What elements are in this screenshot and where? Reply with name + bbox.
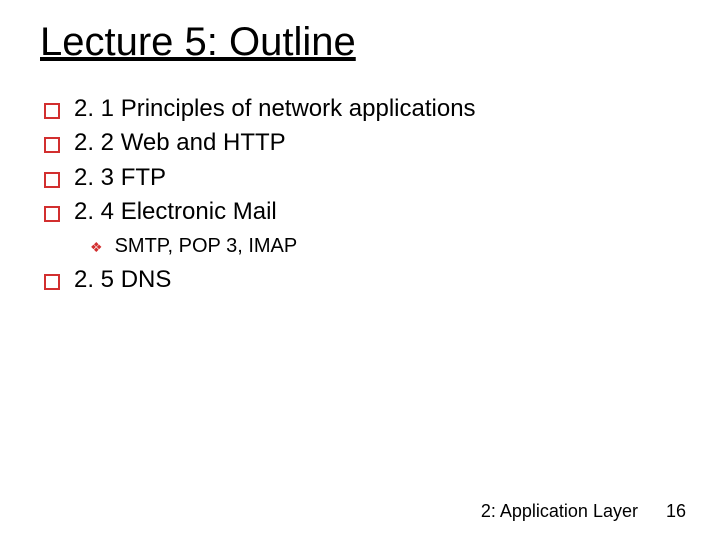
list-item-label: 2. 4 Electronic Mail	[74, 196, 277, 228]
page-title: Lecture 5: Outline	[40, 20, 680, 65]
square-bullet-icon	[44, 172, 60, 188]
sub-list-item-label: SMTP, POP 3, IMAP	[115, 233, 298, 260]
square-bullet-icon	[44, 206, 60, 222]
sub-list-item: ❖ SMTP, POP 3, IMAP	[90, 233, 680, 260]
list-item-label: 2. 2 Web and HTTP	[74, 127, 286, 159]
slide: Lecture 5: Outline 2. 1 Principles of ne…	[0, 0, 720, 540]
square-bullet-icon	[44, 137, 60, 153]
slide-footer: 2: Application Layer 16	[481, 501, 686, 522]
footer-chapter: 2: Application Layer	[481, 501, 638, 522]
square-bullet-icon	[44, 103, 60, 119]
list-item: 2. 5 DNS	[44, 264, 680, 296]
list-item: 2. 2 Web and HTTP	[44, 127, 680, 159]
outline-list: 2. 1 Principles of network applications …	[44, 93, 680, 296]
list-item: 2. 4 Electronic Mail	[44, 196, 680, 228]
footer-page-number: 16	[666, 501, 686, 522]
square-bullet-icon	[44, 274, 60, 290]
list-item: 2. 3 FTP	[44, 162, 680, 194]
diamond-bullet-icon: ❖	[90, 238, 103, 257]
list-item-label: 2. 1 Principles of network applications	[74, 93, 476, 125]
list-item: 2. 1 Principles of network applications	[44, 93, 680, 125]
list-item-label: 2. 3 FTP	[74, 162, 166, 194]
list-item-label: 2. 5 DNS	[74, 264, 171, 296]
sub-list: ❖ SMTP, POP 3, IMAP	[90, 233, 680, 260]
